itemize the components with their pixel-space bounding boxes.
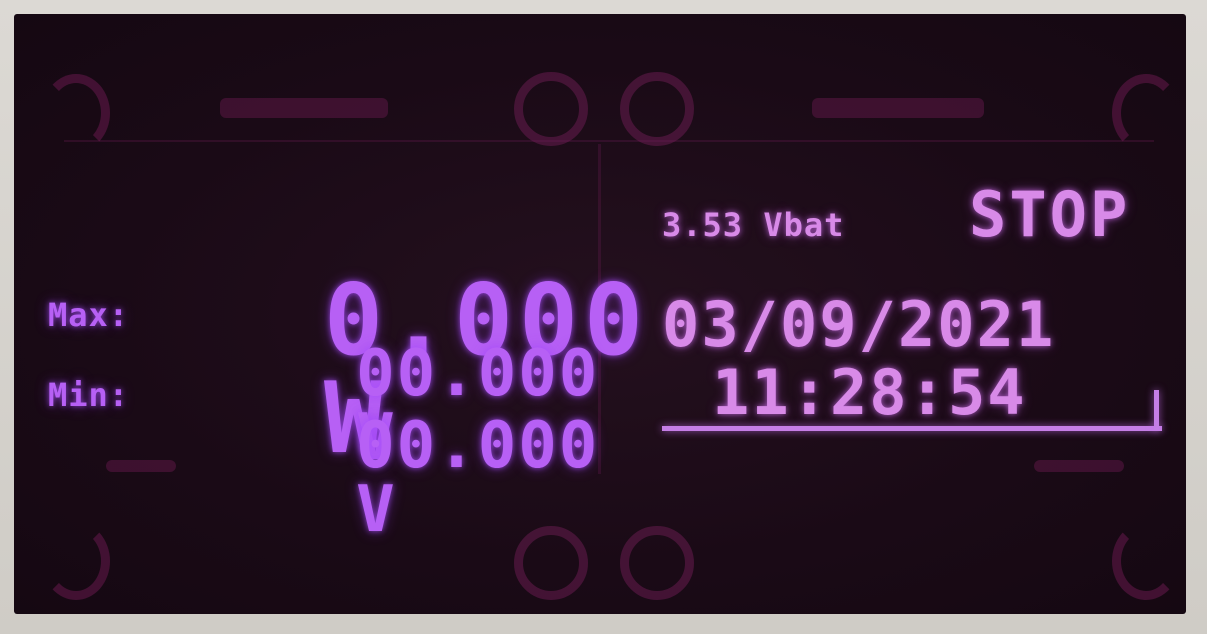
min-unit: V <box>356 473 397 547</box>
time-display: 11:28:54 <box>712 356 1027 429</box>
ghost-bar-bottom-right <box>1034 460 1124 472</box>
max-unit: V <box>356 401 397 475</box>
clock-underline <box>662 426 1162 431</box>
ghost-ring-2 <box>620 72 694 146</box>
ghost-ring-left-top <box>42 74 110 152</box>
power-value: 0.000 <box>324 264 650 378</box>
max-value: 00.000 <box>356 337 600 411</box>
ghost-ring-right-bottom <box>1112 522 1180 600</box>
ghost-ring-1 <box>514 72 588 146</box>
min-value: 00.000 <box>356 409 600 483</box>
ghost-ring-3 <box>514 526 588 600</box>
ghost-divider <box>598 144 601 474</box>
max-label: Max: <box>48 296 130 334</box>
oled-display: 0.000 W Max: 00.000 V Min: 00.000 V 3.53… <box>14 14 1186 614</box>
date-display: 03/09/2021 <box>662 288 1056 361</box>
min-value-readout: 00.000 V <box>194 350 599 606</box>
power-readout: 0.000 W <box>64 174 649 566</box>
ghost-bar-top-left <box>220 98 388 118</box>
max-value-readout: 00.000 V <box>194 278 599 534</box>
ghost-ring-right-top <box>1112 74 1180 152</box>
power-unit: W <box>324 362 390 476</box>
battery-voltage: 3.53 Vbat <box>662 206 845 244</box>
ghost-ring-4 <box>620 526 694 600</box>
ghost-frame-top <box>64 140 1154 142</box>
ghost-bar-bottom-left <box>106 460 176 472</box>
ghost-bar-top-right <box>812 98 984 118</box>
clock-underline-tick <box>1154 390 1159 430</box>
min-label: Min: <box>48 376 130 414</box>
status-indicator: STOP <box>969 178 1131 251</box>
ghost-ring-left-bottom <box>42 522 110 600</box>
